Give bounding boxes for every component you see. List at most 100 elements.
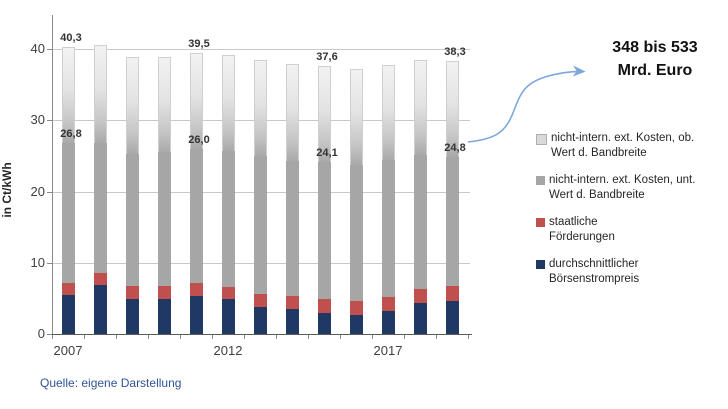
bar-segment-2017-2 xyxy=(381,160,395,297)
bar-segment-2010-3 xyxy=(157,56,171,153)
y-axis-tick xyxy=(47,49,52,50)
bar-segment-2018-2 xyxy=(413,155,427,290)
x-axis-tick xyxy=(212,335,213,339)
bar-segment-2016-0 xyxy=(349,315,363,334)
x-tick-label: 2012 xyxy=(213,343,243,358)
total-label: 40,3 xyxy=(60,31,82,44)
unterer-wert-label: 24,1 xyxy=(316,147,338,160)
y-tick-label: 40 xyxy=(30,41,45,56)
bar-segment-2013-2 xyxy=(253,155,267,295)
legend-label-line: staatliche xyxy=(549,216,598,228)
bar-segment-2008-2 xyxy=(93,143,107,273)
legend-label: nicht-intern. ext. Kosten, unt. Wert d. … xyxy=(549,173,695,202)
bar-segment-2007-1 xyxy=(61,282,75,295)
x-axis-tick xyxy=(372,335,373,339)
x-tick-label: 2007 xyxy=(53,343,83,358)
bar-segment-2009-3 xyxy=(125,56,139,154)
bar-segment-2012-0 xyxy=(221,299,235,334)
bar-segment-2014-0 xyxy=(285,309,299,334)
legend: nicht-intern. ext. Kosten, ob. Wert d. B… xyxy=(536,131,721,299)
x-axis-tick xyxy=(340,335,341,339)
bar-segment-2016-3 xyxy=(349,68,363,166)
x-axis-line xyxy=(48,334,472,335)
x-axis-tick xyxy=(116,335,117,339)
legend-item-staatliche-foerderungen: staatliche Förderungen xyxy=(536,215,721,244)
x-axis-tick xyxy=(276,335,277,339)
x-axis-tick xyxy=(244,335,245,339)
bar-segment-2007-2 xyxy=(61,143,75,283)
bar-segment-2015-2 xyxy=(317,162,331,300)
bar-segment-2007-3 xyxy=(61,46,75,144)
unterer-wert-label: 26,8 xyxy=(60,128,82,141)
bar-segment-2018-3 xyxy=(413,59,427,156)
y-axis-tick xyxy=(47,334,52,335)
y-axis-title: in Ct/kWh xyxy=(0,162,14,218)
y-tick-label: 30 xyxy=(30,112,45,128)
legend-item-boersenstrompreis: durchschnittlicher Börsenstrompreis xyxy=(536,257,721,286)
bar-segment-2007-0 xyxy=(61,294,75,334)
legend-label-line: Wert d. Bandbreite xyxy=(551,146,647,159)
x-tick-label: 2017 xyxy=(373,343,403,358)
unterer-wert-label: 24,8 xyxy=(444,142,466,155)
annotation-line-1: 348 bis 533 xyxy=(612,39,698,56)
legend-label-line: durchschnittlicher xyxy=(549,258,639,270)
x-axis-tick xyxy=(180,335,181,339)
total-label: 39,5 xyxy=(188,37,210,50)
bar-segment-2018-1 xyxy=(413,289,427,303)
bar-segment-2011-3 xyxy=(189,52,203,149)
bar-segment-2016-2 xyxy=(349,165,363,301)
y-tick-label: 0 xyxy=(37,326,45,341)
legend-label-line: Wert d. Bandbreite xyxy=(549,188,645,201)
bar-segment-2009-2 xyxy=(125,153,139,287)
total-label: 37,6 xyxy=(316,51,338,64)
gridline-40 xyxy=(52,49,470,50)
bar-segment-2013-0 xyxy=(253,306,267,334)
y-tick-label: 10 xyxy=(30,254,45,270)
legend-item-ext-kosten-oberer-wert: nicht-intern. ext. Kosten, ob. Wert d. B… xyxy=(536,131,721,160)
source-caption: Quelle: eigene Darstellung xyxy=(40,376,182,390)
bar-segment-2011-0 xyxy=(189,295,203,334)
bar-segment-2019-3 xyxy=(445,61,459,158)
legend-item-ext-kosten-unterer-wert: nicht-intern. ext. Kosten, unt. Wert d. … xyxy=(536,173,721,202)
bar-segment-2016-1 xyxy=(349,300,363,316)
legend-label: nicht-intern. ext. Kosten, ob. Wert d. B… xyxy=(551,131,694,160)
annotation-callout: 348 bis 533 Mrd. Euro xyxy=(594,36,716,82)
y-axis-tick xyxy=(47,120,52,122)
bar-segment-2011-2 xyxy=(189,148,203,283)
bar-segment-2012-3 xyxy=(221,54,235,151)
bar-segment-2009-0 xyxy=(125,299,139,334)
bar-segment-2018-0 xyxy=(413,302,427,334)
bar-segment-2008-0 xyxy=(93,284,107,334)
bar-segment-2010-0 xyxy=(157,299,171,334)
bar-segment-2013-3 xyxy=(253,60,267,156)
legend-swatch-dark-blue-icon xyxy=(536,260,545,269)
bar-segment-2019-0 xyxy=(445,300,459,334)
bar-segment-2008-1 xyxy=(93,272,107,285)
legend-swatch-light-gray-icon xyxy=(536,134,547,145)
bar-segment-2010-2 xyxy=(157,152,171,287)
x-axis-tick xyxy=(52,335,53,339)
bar-segment-2017-3 xyxy=(381,64,395,161)
legend-label: staatliche Förderungen xyxy=(549,215,615,244)
bar-segment-2017-1 xyxy=(381,296,395,312)
bar-segment-2009-1 xyxy=(125,286,139,300)
bar-segment-2013-1 xyxy=(253,294,267,307)
bar-segment-2012-2 xyxy=(221,150,235,287)
x-axis-tick xyxy=(84,335,85,339)
legend-label-line: Förderungen xyxy=(549,230,615,243)
y-tick-label: 20 xyxy=(30,183,45,199)
x-axis-tick xyxy=(308,335,309,339)
bar-segment-2008-3 xyxy=(93,45,107,144)
legend-label: durchschnittlicher Börsenstrompreis xyxy=(549,257,639,286)
legend-label-line: nicht-intern. ext. Kosten, ob. xyxy=(551,132,695,144)
bar-segment-2017-0 xyxy=(381,311,395,334)
legend-label-line: Börsenstrompreis xyxy=(549,272,640,285)
bar-segment-2019-2 xyxy=(445,157,459,287)
bar-segment-2014-3 xyxy=(285,63,299,161)
legend-label-line: nicht-intern. ext. Kosten, unt. xyxy=(549,174,696,186)
bar-segment-2010-1 xyxy=(157,286,171,300)
total-label: 38,3 xyxy=(444,46,466,59)
annotation-line-2: Mrd. Euro xyxy=(617,62,693,79)
legend-swatch-red-icon xyxy=(536,218,545,227)
